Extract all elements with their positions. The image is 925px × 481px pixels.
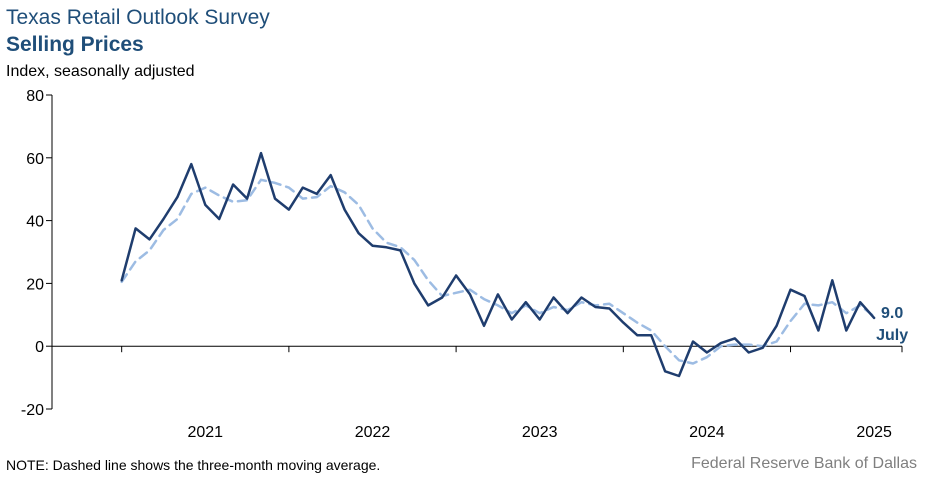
y-tick-label: 60 — [26, 151, 44, 168]
chart-note: NOTE: Dashed line shows the three-month … — [6, 457, 381, 473]
x-tick-label: 2023 — [522, 424, 558, 441]
x-tick-label: 2021 — [187, 424, 223, 441]
y-tick-label: 0 — [35, 339, 44, 356]
chart-source: Federal Reserve Bank of Dallas — [691, 455, 917, 472]
y-tick-label: 20 — [26, 276, 44, 293]
y-tick-label: 40 — [26, 214, 44, 231]
last-value-label: 9.0 — [881, 305, 903, 322]
chart-subtitle: Selling Prices — [6, 33, 144, 56]
last-month-label: July — [876, 327, 908, 344]
x-tick-label: 2024 — [689, 424, 725, 441]
y-tick-label: -20 — [21, 402, 44, 419]
moving-average-line — [120, 178, 876, 365]
x-tick-label: 2025 — [856, 424, 892, 441]
y-axis-label: Index, seasonally adjusted — [6, 63, 195, 80]
x-tick-label: 2022 — [355, 424, 391, 441]
selling-prices-line — [120, 151, 876, 378]
y-tick-label: 80 — [26, 88, 44, 105]
chart-title: Texas Retail Outlook Survey — [6, 6, 270, 29]
